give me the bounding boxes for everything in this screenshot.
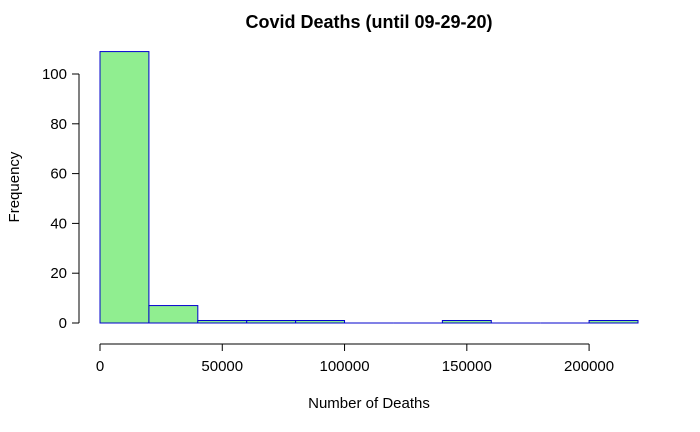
x-tick-label: 150000 bbox=[442, 358, 492, 375]
y-axis-label: Frequency bbox=[6, 151, 23, 222]
histogram-bar bbox=[588, 320, 639, 324]
x-tick-label: 0 bbox=[96, 358, 104, 375]
histogram-bar bbox=[295, 320, 346, 324]
x-axis: 0 50000 100000 150000 200000 bbox=[96, 343, 614, 375]
histogram-bar bbox=[148, 305, 199, 324]
histogram-bar bbox=[441, 320, 492, 324]
histogram-bar bbox=[246, 320, 297, 324]
y-axis: 0 20 40 60 80 100 bbox=[42, 66, 80, 332]
x-tick-label: 200000 bbox=[564, 358, 614, 375]
y-tick-label: 100 bbox=[42, 66, 67, 83]
x-axis-label: Number of Deaths bbox=[308, 395, 430, 412]
chart-title: Covid Deaths (until 09-29-20) bbox=[245, 12, 492, 32]
y-tick-label: 20 bbox=[50, 265, 67, 282]
histogram-bar bbox=[99, 51, 150, 324]
y-tick-label: 80 bbox=[50, 116, 67, 133]
y-tick-label: 60 bbox=[50, 166, 67, 183]
y-tick-label: 0 bbox=[59, 315, 67, 332]
y-tick-label: 40 bbox=[50, 215, 67, 232]
x-tick-label: 50000 bbox=[201, 358, 243, 375]
histogram-bar bbox=[197, 320, 248, 324]
x-tick-label: 100000 bbox=[320, 358, 370, 375]
bars-group bbox=[99, 51, 639, 324]
